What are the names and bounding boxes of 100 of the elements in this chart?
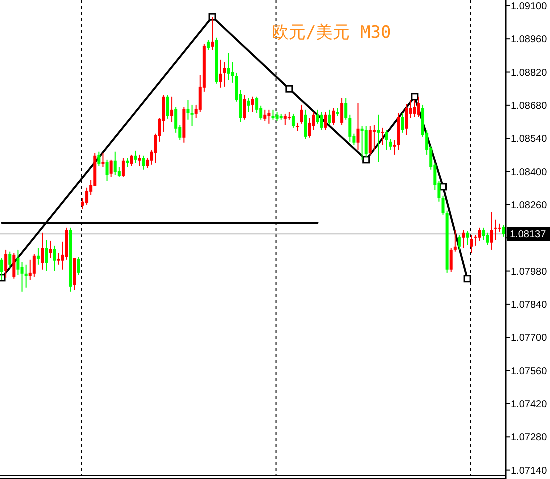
candlestick (12, 252, 16, 280)
candlestick (389, 138, 392, 150)
candlestick (138, 154, 142, 167)
candlestick (4, 249, 8, 278)
candlestick (126, 158, 130, 168)
candlestick (348, 114, 352, 142)
candlestick (300, 104, 304, 124)
candlestick (478, 227, 482, 242)
candlestick (8, 251, 12, 268)
candlestick (272, 109, 275, 120)
candlestick (252, 96, 254, 113)
candlestick (292, 113, 295, 128)
candlestick (482, 227, 486, 241)
candlestick (401, 112, 404, 134)
candlestick (340, 98, 344, 126)
y-tick-label: 1.08540 (511, 134, 548, 146)
candlestick (376, 114, 380, 163)
candlestick (130, 154, 134, 167)
y-tick-label: 1.08400 (511, 167, 548, 178)
candlestick (45, 240, 48, 272)
candlestick (276, 112, 279, 122)
candlestick (223, 62, 226, 88)
candlestick (417, 96, 420, 118)
y-tick-label: 1.07140 (511, 466, 548, 477)
candlestick (454, 230, 457, 252)
y-tick-label: 1.07700 (511, 333, 548, 344)
candlestick (166, 94, 170, 120)
candlestick (360, 126, 364, 160)
candlestick (106, 159, 109, 182)
candlestick (16, 249, 20, 276)
candlestick (20, 262, 24, 292)
candlestick (49, 240, 52, 259)
candlestick (110, 159, 113, 178)
candlestick (494, 219, 498, 241)
candlestick (114, 151, 117, 176)
candlestick (320, 112, 324, 131)
candlestick (308, 117, 312, 138)
candlestick (24, 264, 28, 288)
y-tick-label: 1.08680 (511, 100, 548, 112)
candlestick (324, 112, 328, 131)
candlestick (304, 109, 308, 140)
candlestick (364, 126, 368, 158)
y-tick-label: 1.08820 (511, 68, 548, 79)
candlestick (458, 234, 461, 250)
candlestick (102, 152, 105, 168)
candlestick (502, 224, 506, 238)
point (440, 183, 448, 191)
candlestick (372, 124, 376, 150)
candlestick (98, 151, 101, 167)
candlestick (328, 109, 332, 126)
candlestick (41, 232, 44, 270)
candlestick (186, 99, 190, 120)
candlestick (405, 104, 408, 136)
candlestick (256, 96, 259, 114)
point (464, 275, 472, 283)
candlestick (142, 155, 146, 170)
candlestick (206, 40, 210, 50)
candlestick (28, 259, 32, 281)
candlestick (190, 104, 194, 127)
candlestick (356, 102, 360, 150)
candlestick (450, 248, 453, 272)
y-tick-label: 1.08260 (511, 200, 548, 212)
candlestick (332, 108, 336, 126)
candlestick (122, 158, 125, 178)
point (286, 85, 294, 93)
candlestick (393, 140, 396, 156)
candlestick (466, 230, 470, 246)
y-tick-label: 1.08960 (511, 34, 548, 46)
y-tick-label: 1.07980 (511, 266, 548, 278)
candlestick (288, 112, 291, 120)
ref-line-label: 1.08137 (510, 230, 547, 241)
candlestick (368, 126, 372, 156)
y-tick-label: 1.09100 (511, 1, 548, 12)
candlestick (170, 96, 174, 123)
candlestick (0, 258, 4, 281)
candlestick (490, 212, 494, 250)
candlestick (470, 234, 474, 254)
candlestick (268, 109, 271, 124)
candlestick (57, 252, 60, 266)
point (362, 156, 370, 164)
candlestick (385, 130, 388, 150)
candlestick (442, 195, 445, 216)
candlestick (77, 256, 80, 276)
candlestick (316, 109, 320, 124)
point (208, 13, 216, 21)
y-tick-label: 1.07420 (511, 399, 548, 410)
y-tick-label: 1.07840 (511, 300, 548, 311)
candlestick (413, 99, 416, 118)
candlestick (462, 230, 465, 249)
candlestick (243, 94, 246, 120)
candlestick (344, 98, 348, 120)
point (411, 93, 419, 101)
candlestick (211, 16, 214, 50)
candlestick (381, 127, 384, 146)
candlestick (227, 52, 230, 81)
candlestick (219, 59, 222, 88)
text: 欧元/美元 M30 (272, 23, 392, 43)
candlestick (231, 62, 234, 84)
candlestick (32, 253, 36, 278)
candlestick (134, 150, 138, 164)
